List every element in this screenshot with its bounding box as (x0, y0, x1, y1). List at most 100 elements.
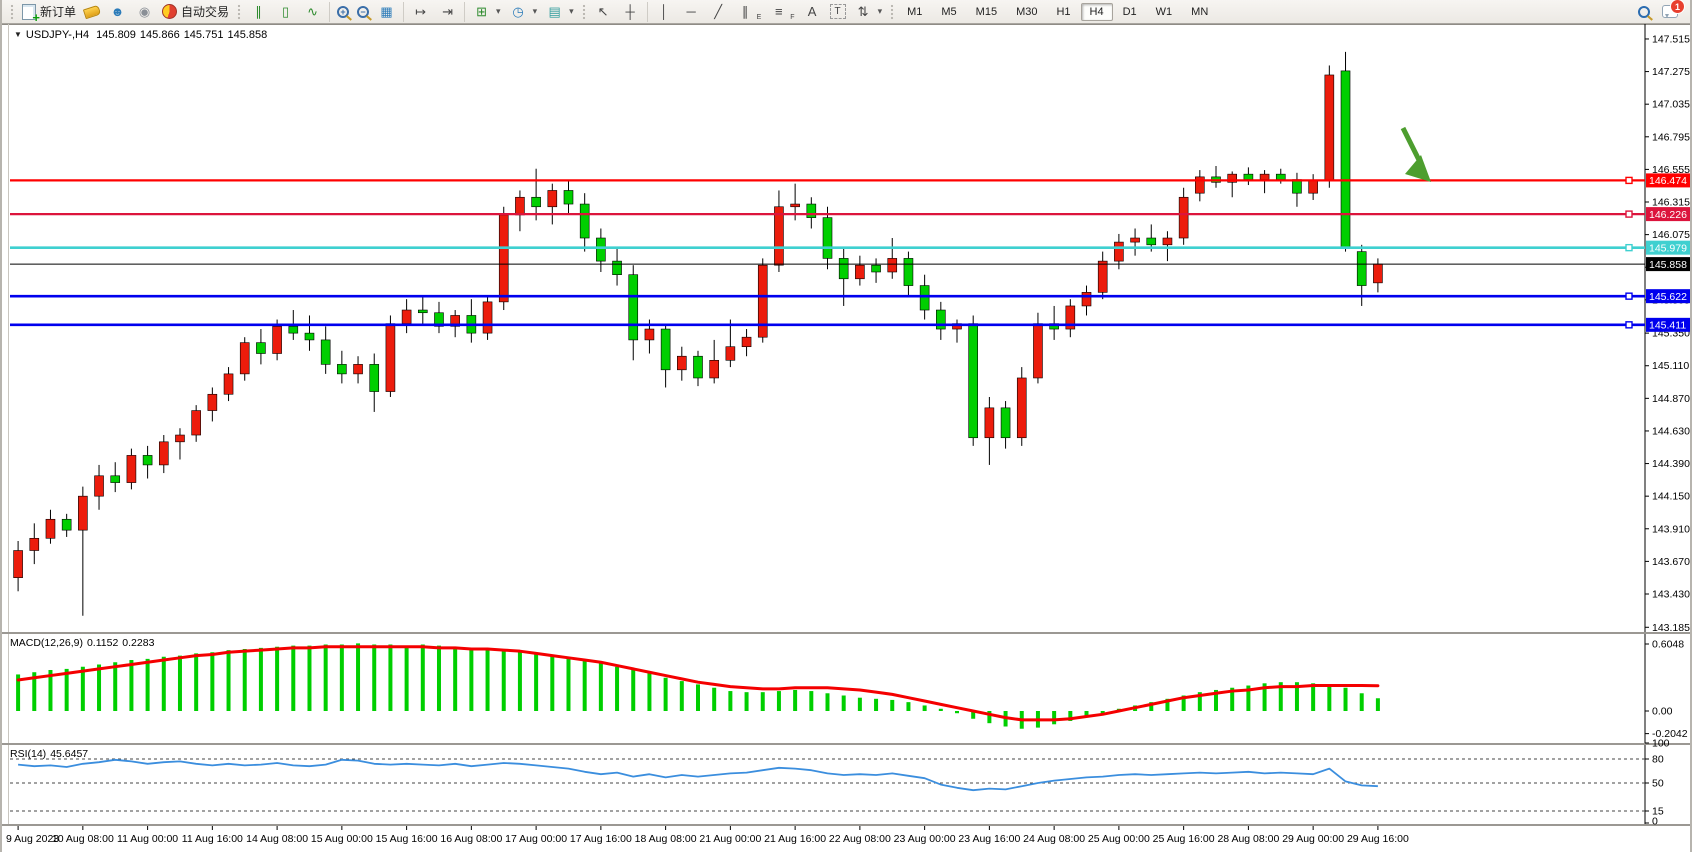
level-anchor-marker[interactable] (1625, 210, 1633, 218)
timeframe-button-h1[interactable]: H1 (1056, 5, 1071, 18)
text-button[interactable]: A (799, 2, 826, 22)
text-icon: A (807, 4, 817, 19)
time-axis-label: 15 Aug 00:00 (311, 833, 373, 845)
templates-button[interactable]: ▤ ▾ (541, 2, 578, 22)
level-anchor-marker[interactable] (1625, 321, 1633, 329)
rsi-line (18, 758, 1378, 792)
candle (757, 264, 768, 338)
candle (353, 364, 363, 375)
symbol-dropdown-icon[interactable]: ▼ (14, 30, 22, 39)
toolbar-grip[interactable] (581, 3, 586, 20)
chat-icon[interactable]: 1 (1662, 0, 1685, 18)
svg-text:0.00: 0.00 (1652, 706, 1673, 718)
trendline-button[interactable]: ╱ (705, 2, 732, 22)
candle (855, 264, 865, 280)
signals-button[interactable]: ◉ (131, 2, 158, 22)
candle (482, 301, 493, 334)
toolbar-grip[interactable] (10, 3, 14, 20)
text-label-button[interactable]: T (826, 3, 850, 20)
line-chart-button[interactable]: ∿ (299, 2, 326, 22)
styler-button[interactable] (80, 4, 104, 19)
bar-chart-button[interactable]: ∥ (245, 2, 272, 22)
time-axis-label: 18 Aug 08:00 (635, 833, 697, 845)
vertical-line-button[interactable]: │ (651, 2, 678, 22)
timeframe-button-m15[interactable]: M15 (975, 5, 998, 18)
periods-button[interactable]: ◷ ▾ (505, 2, 542, 22)
svg-text:100: 100 (1652, 738, 1670, 750)
svg-text:146.474: 146.474 (1649, 175, 1687, 187)
level-anchor-marker[interactable] (1625, 292, 1633, 300)
level-anchor-marker[interactable] (1625, 176, 1633, 185)
zoom-in-button[interactable]: + (333, 5, 353, 19)
candlestick-chart-button[interactable]: ▯ (272, 2, 299, 22)
svg-text:146.795: 146.795 (1652, 131, 1690, 143)
annotation-arrow[interactable] (1400, 126, 1431, 182)
candle (1162, 237, 1173, 246)
svg-text:143.185: 143.185 (1652, 622, 1690, 634)
time-axis-label: 17 Aug 16:00 (570, 833, 632, 845)
svg-text:146.075: 146.075 (1652, 229, 1690, 241)
candle (790, 203, 800, 208)
candlestick-icon: ▯ (281, 4, 290, 19)
time-axis-label: 10 Aug 08:00 (52, 833, 114, 845)
candle (1033, 323, 1043, 379)
zoom-out-button[interactable]: − (353, 5, 373, 19)
auto-scroll-button[interactable]: ↦ (407, 2, 434, 22)
candle (644, 328, 655, 341)
fibonacci-icon: ≡ (775, 4, 783, 19)
ohlc-open: 145.809 (96, 29, 136, 41)
chart-window: 147.515 147.275 147.035 146.795 146.555 146.3… (2, 24, 1692, 852)
horizontal-line-button[interactable]: ─ (678, 2, 705, 22)
time-axis-label: 15 Aug 16:00 (376, 833, 438, 845)
vertical-line-icon: │ (660, 4, 669, 19)
chart-canvas[interactable]: 147.515 147.275 147.035 146.795 146.555 146.3… (2, 24, 1692, 852)
time-axis-label: 24 Aug 08:00 (1023, 833, 1085, 845)
search-icon[interactable] (1638, 5, 1650, 18)
timeframe-button-d1[interactable]: D1 (1122, 5, 1137, 18)
indicators-button[interactable]: ⊞ ▾ (468, 2, 505, 22)
candle (126, 455, 137, 483)
ohlc-low: 145.751 (183, 29, 224, 41)
candle (547, 190, 558, 208)
tile-windows-button[interactable]: ▦ (373, 2, 400, 22)
candle (434, 312, 444, 327)
auto-trading-label: 自动交易 (181, 5, 230, 19)
rsi-panel: 100 80 50 150 (10, 738, 1670, 828)
chart-shift-button[interactable]: ⇥ (434, 2, 461, 22)
panel-separator[interactable] (2, 743, 1692, 745)
time-axis-label: 14 Aug 08:00 (246, 833, 308, 845)
candle (1000, 407, 1011, 439)
candle (1065, 305, 1076, 330)
trendline-icon: ╱ (714, 4, 723, 19)
timeframe-button-h4[interactable]: H4 (1080, 2, 1113, 21)
fibonacci-button[interactable]: ≡ F (765, 2, 798, 22)
profile-button[interactable]: ☻ (104, 2, 131, 22)
timeframe-button-m5[interactable]: M5 (941, 5, 957, 18)
toolbar-grip[interactable] (890, 3, 895, 20)
svg-text:144.630: 144.630 (1652, 425, 1690, 437)
candle (838, 258, 849, 280)
rsi-value: 45.6457 (50, 748, 89, 760)
new-order-button[interactable]: 新订单 (18, 2, 80, 25)
new-order-icon (22, 3, 40, 25)
auto-trading-button[interactable]: 自动交易 (158, 2, 233, 21)
candle (45, 518, 56, 539)
timeframe-button-mn[interactable]: MN (1191, 5, 1209, 18)
crosshair-button[interactable]: ┼ (617, 2, 644, 22)
svg-text:145.979: 145.979 (1649, 242, 1687, 254)
candle (1097, 260, 1108, 293)
timeframe-button-w1[interactable]: W1 (1155, 5, 1173, 18)
candle (1373, 263, 1383, 284)
panel-separator[interactable] (2, 632, 1692, 634)
arrows-button[interactable]: ⇅ ▾ (850, 2, 887, 22)
level-anchor-marker[interactable] (1625, 243, 1633, 252)
price-badge: 146.474 (1646, 173, 1690, 188)
candle (1195, 176, 1205, 194)
timeframe-button-m1[interactable]: M1 (907, 5, 923, 18)
cursor-button[interactable]: ↖ (590, 2, 617, 22)
equidistant-channel-button[interactable]: ∥ E (732, 2, 766, 22)
timeframe-button-m30[interactable]: M30 (1016, 5, 1038, 18)
candle (1016, 377, 1027, 439)
toolbar-grip[interactable] (237, 3, 242, 20)
